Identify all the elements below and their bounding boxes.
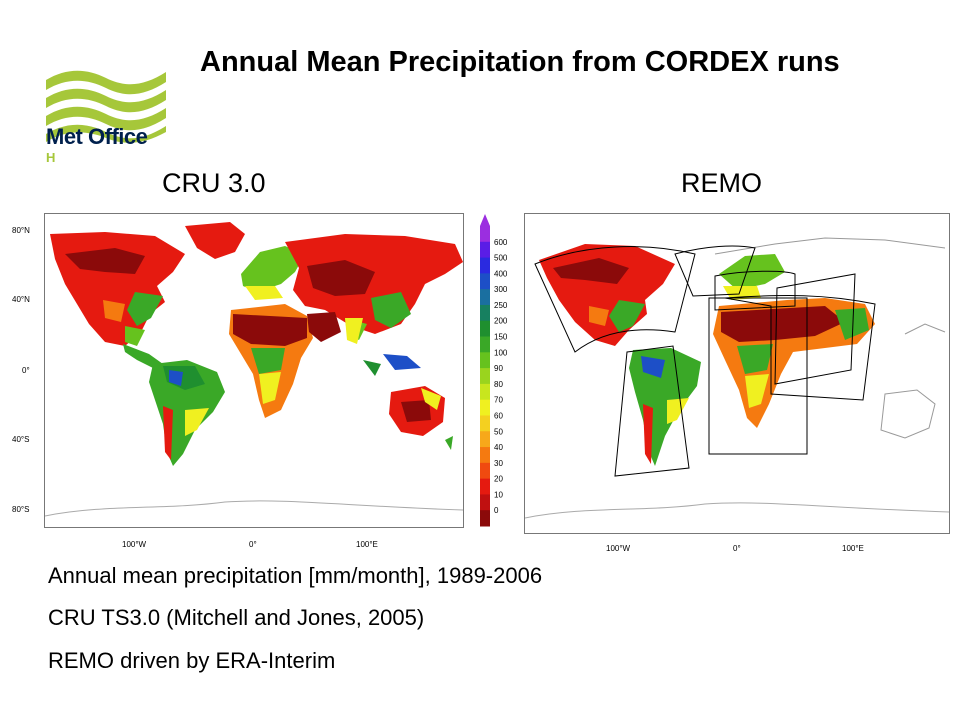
colorbar-bin — [480, 304, 490, 322]
cru-lat-80n: 80°N — [12, 226, 30, 235]
logo-subtext: H — [46, 150, 56, 165]
domain-mena — [724, 295, 876, 401]
colorbar-bin — [480, 399, 490, 416]
colorbar-arrow — [480, 214, 490, 226]
colorbar-bin — [480, 273, 490, 290]
colorbar-bin — [480, 336, 490, 353]
met-office-logo — [46, 70, 166, 143]
colorbar-tick-label: 90 — [494, 364, 503, 373]
colorbar-bin — [480, 368, 490, 385]
colorbar-bin — [480, 494, 490, 511]
colorbar-tick-label: 150 — [494, 333, 508, 342]
caption-line-3: REMO driven by ERA-Interim — [48, 648, 336, 673]
colorbar-tick-label: 30 — [494, 459, 503, 468]
domain-north-america — [534, 246, 696, 353]
colorbar-bin — [480, 415, 490, 432]
colorbar-tick-label: 20 — [494, 475, 503, 484]
colorbar-bin — [480, 431, 490, 448]
remo-precipitation-map — [524, 213, 950, 534]
colorbar-tick-label: 200 — [494, 317, 508, 326]
domain-arctic-europe — [674, 245, 756, 297]
colorbar-bin — [480, 462, 490, 480]
panel-title-cru: CRU 3.0 — [162, 168, 266, 198]
colorbar-tick-label: 80 — [494, 380, 503, 389]
colorbar-bin — [480, 478, 490, 495]
colorbar-bin — [480, 289, 490, 306]
colorbar-tick-label: 60 — [494, 411, 503, 420]
cru-lat-40s: 40°S — [12, 435, 30, 444]
asia — [285, 234, 463, 334]
colorbar-tick-label: 300 — [494, 285, 508, 294]
domain-south-asia — [774, 273, 856, 385]
colorbar-tick-label: 250 — [494, 301, 508, 310]
greenland — [185, 222, 245, 259]
cru-lon-0: 0° — [249, 540, 257, 549]
remo-lon-100e: 100°E — [842, 544, 864, 553]
colorbar-bin — [480, 447, 490, 464]
colorbar-tick-label: 0 — [494, 506, 499, 515]
colorbar-bin — [480, 257, 490, 274]
colorbar-bin — [480, 352, 490, 369]
domain-africa — [708, 297, 808, 455]
cru-lat-40n: 40°N — [12, 295, 30, 304]
cru-lat-0: 0° — [22, 366, 30, 375]
cru-lon-100w: 100°W — [122, 540, 147, 549]
colorbar-tick-label: 40 — [494, 443, 503, 452]
colorbar-tick-label: 500 — [494, 254, 508, 263]
panel-title-remo: REMO — [681, 168, 762, 198]
slide-title: Annual Mean Precipitation from CORDEX ru… — [200, 46, 840, 78]
colorbar-tick-label: 400 — [494, 269, 508, 278]
remo-lon-0: 0° — [733, 544, 741, 553]
colorbar-bin — [480, 383, 490, 401]
cru-lat-80s: 80°S — [12, 505, 30, 514]
europe — [241, 246, 305, 292]
colorbar-tick-label: 10 — [494, 490, 503, 499]
colorbar-bin — [480, 226, 490, 243]
domain-south-america — [614, 345, 690, 477]
colorbar-tick-label: 600 — [494, 238, 508, 247]
cru-lon-100e: 100°E — [356, 540, 378, 549]
colorbar-bin — [480, 510, 490, 527]
colorbar-bin — [480, 320, 490, 338]
colorbar-tick-label: 70 — [494, 396, 503, 405]
caption-line-2: CRU TS3.0 (Mitchell and Jones, 2005) — [48, 605, 425, 630]
domain-europe — [714, 270, 796, 311]
colorbar-bin — [480, 241, 490, 259]
remo-lon-100w: 100°W — [606, 544, 631, 553]
precipitation-colorbar: 6005004003002502001501009080706050403020… — [480, 214, 508, 527]
logo-wordmark: Met Office — [46, 124, 148, 149]
colorbar-tick-label: 50 — [494, 427, 503, 436]
cru-precipitation-map: 80°N — [44, 213, 464, 528]
caption-line-1: Annual mean precipitation [mm/month], 19… — [48, 563, 543, 588]
colorbar-tick-label: 100 — [494, 348, 508, 357]
